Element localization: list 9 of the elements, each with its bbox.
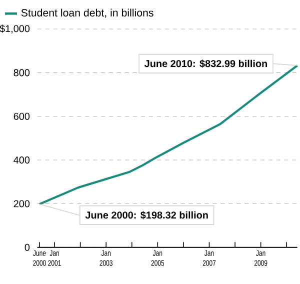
y-tick-label: 0: [24, 244, 30, 251]
y-tick-label: 200: [14, 200, 30, 208]
annotation: June 2010: $832.99 billion: [144, 60, 267, 68]
legend-label: Student loan debt, in billions: [21, 8, 154, 18]
y-tick-label: $1,000: [0, 24, 30, 34]
y-tick-label: 800: [14, 69, 30, 76]
y-tick-label: 600: [14, 112, 30, 120]
y-tick-label: 400: [14, 156, 30, 164]
annotation: June 2000: $198.32 billion: [85, 211, 208, 220]
